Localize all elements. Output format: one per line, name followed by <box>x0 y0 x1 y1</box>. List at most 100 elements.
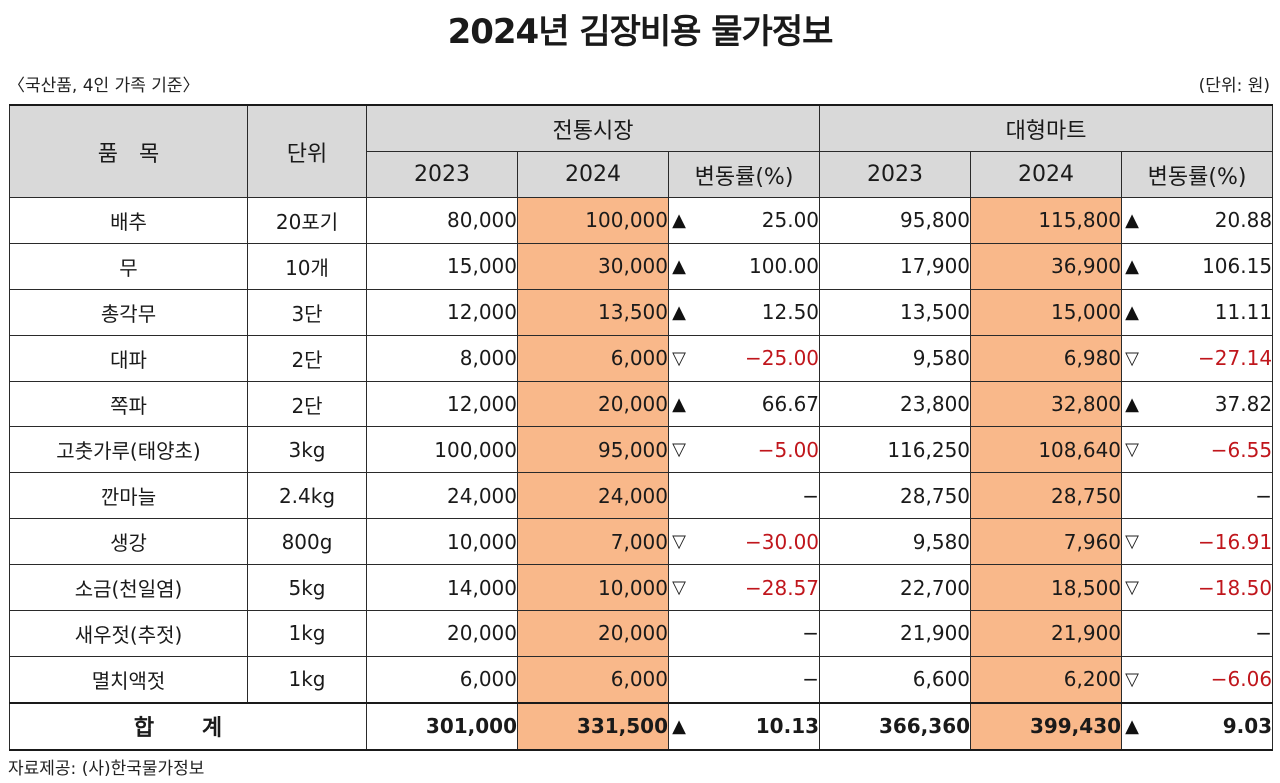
market-2023-price: 10,000 <box>366 518 518 566</box>
market-2024-price: 24,000 <box>517 472 669 520</box>
item-name: 소금(천일염) <box>9 564 248 612</box>
market-2023-price: 8,000 <box>366 334 518 382</box>
market-change-cell: ▽ −5.00 <box>667 426 821 474</box>
mart-2023-price: 13,500 <box>819 288 972 336</box>
market-2024-price: 100,000 <box>517 197 669 244</box>
market-change-value: − <box>802 621 820 646</box>
table-row: 생강 800g 10,000 7,000 ▽ −30.00 9,580 7,960 ▽ −16.9… <box>9 518 1274 566</box>
total-market-2024: 331,500 <box>517 701 669 751</box>
market-change-cell: ▲ 66.67 <box>667 380 821 428</box>
market-change-cell: ▲ 12.50 <box>667 288 821 336</box>
table-row: 쪽파 2단 12,000 20,000 ▲ 66.67 23,800 32,800 ▲ 37.82 <box>9 380 1274 428</box>
item-name: 생강 <box>9 518 248 566</box>
decrease-triangle-icon: ▽ <box>672 531 686 553</box>
market-2024-price: 95,000 <box>517 426 669 474</box>
mart-2023-price: 95,800 <box>819 197 972 244</box>
table-row: 대파 2단 8,000 6,000 ▽ −25.00 9,580 6,980 ▽ −27.14 <box>9 334 1274 382</box>
market-2023-price: 80,000 <box>366 197 518 244</box>
item-name: 쪽파 <box>9 380 248 428</box>
mart-2024-price: 115,800 <box>970 197 1123 244</box>
market-2024-price: 20,000 <box>517 380 669 428</box>
item-unit: 1kg <box>247 610 367 657</box>
item-name: 고춧가루(태양초) <box>9 426 248 474</box>
item-name: 무 <box>9 242 248 290</box>
mart-2024-price: 108,640 <box>970 426 1123 474</box>
item-name: 배추 <box>9 197 248 244</box>
mart-2024-price: 7,960 <box>970 518 1123 566</box>
total-mart-2024: 399,430 <box>970 701 1123 751</box>
mart-2024-price: 18,500 <box>970 564 1123 612</box>
table-row: 총각무 3단 12,000 13,500 ▲ 12.50 13,500 15,000 ▲ 11.1… <box>9 288 1274 336</box>
total-market-2023: 301,000 <box>366 701 518 751</box>
total-row: 합 계 301,000 331,500 ▲ 10.13 366,360 399,430 ▲ 9.… <box>9 701 1274 751</box>
market-change-cell: − <box>667 472 821 520</box>
decrease-triangle-icon: ▽ <box>1125 577 1139 599</box>
market-2023-price: 100,000 <box>366 426 518 474</box>
market-2024-price: 6,000 <box>517 334 669 382</box>
item-name: 총각무 <box>9 288 248 336</box>
header-market-2024: 2024 <box>517 151 669 198</box>
mart-2023-price: 9,580 <box>819 518 972 566</box>
table-row: 소금(천일염) 5kg 14,000 10,000 ▽ −28.57 22,700 18,50… <box>9 564 1274 612</box>
market-change-value: 25.00 <box>761 208 820 233</box>
item-unit: 800g <box>247 518 367 566</box>
item-unit: 2.4kg <box>247 472 367 520</box>
market-change-value: −25.00 <box>745 346 820 371</box>
item-name: 깐마늘 <box>9 472 248 520</box>
market-change-cell: ▲ 25.00 <box>667 197 821 244</box>
total-mart-2023: 366,360 <box>819 701 972 751</box>
decrease-triangle-icon: ▽ <box>1125 668 1139 690</box>
mart-2023-price: 116,250 <box>819 426 972 474</box>
header-mart-change: 변동률(%) <box>1121 151 1274 198</box>
mart-change-cell: ▽ −18.50 <box>1121 564 1274 612</box>
decrease-triangle-icon: ▽ <box>1125 439 1139 461</box>
market-change-value: −5.00 <box>757 437 820 462</box>
mart-2024-price: 36,900 <box>970 242 1123 290</box>
item-unit: 3단 <box>247 288 367 336</box>
market-2024-price: 20,000 <box>517 610 669 657</box>
market-2023-price: 24,000 <box>366 472 518 520</box>
increase-triangle-icon: ▲ <box>672 209 686 231</box>
market-change-value: −28.57 <box>745 575 820 600</box>
table-row: 깐마늘 2.4kg 24,000 24,000−28,750 28,750− <box>9 472 1274 520</box>
table-row: 배추 20포기 80,000 100,000 ▲ 25.00 95,800 115,800 ▲ 2… <box>9 197 1274 244</box>
decrease-triangle-icon: ▽ <box>672 577 686 599</box>
market-change-cell: ▽ −25.00 <box>667 334 821 382</box>
market-2024-price: 6,000 <box>517 655 669 704</box>
increase-triangle-icon: ▲ <box>672 393 686 415</box>
total-label: 합 계 <box>9 701 367 751</box>
item-unit: 1kg <box>247 655 367 704</box>
mart-2024-price: 6,200 <box>970 655 1123 704</box>
header-mart-2023: 2023 <box>819 151 972 198</box>
item-unit: 3kg <box>247 426 367 474</box>
mart-2023-price: 17,900 <box>819 242 972 290</box>
mart-2023-price: 9,580 <box>819 334 972 382</box>
market-2023-price: 20,000 <box>366 610 518 657</box>
item-name: 대파 <box>9 334 248 382</box>
item-unit: 2단 <box>247 334 367 382</box>
table-body: 배추 20포기 80,000 100,000 ▲ 25.00 95,800 115,800 ▲ 2… <box>9 197 1274 751</box>
market-2024-price: 7,000 <box>517 518 669 566</box>
market-2023-price: 12,000 <box>366 380 518 428</box>
mart-change-cell: ▽ −6.55 <box>1121 426 1274 474</box>
total-mart-change-cell: ▲ 9.03 <box>1121 701 1274 751</box>
page-title: 2024년 김장비용 물가정보 <box>447 12 834 52</box>
table-row: 고춧가루(태양초) 3kg 100,000 95,000 ▽ −5.00 116,250 10… <box>9 426 1274 474</box>
item-name: 새우젓(추젓) <box>9 610 248 657</box>
header-unit: 단위 <box>247 104 367 198</box>
mart-change-value: − <box>1255 483 1273 508</box>
item-unit: 20포기 <box>247 197 367 244</box>
increase-triangle-icon: ▲ <box>1125 393 1139 415</box>
increase-triangle-icon: ▲ <box>672 715 686 737</box>
mart-change-cell: − <box>1121 472 1274 520</box>
market-2023-price: 12,000 <box>366 288 518 336</box>
mart-2024-price: 6,980 <box>970 334 1123 382</box>
mart-2024-price: 32,800 <box>970 380 1123 428</box>
market-change-value: 66.67 <box>761 392 820 416</box>
market-change-value: 100.00 <box>749 254 820 279</box>
market-2024-price: 13,500 <box>517 288 669 336</box>
header-traditional-market: 전통시장 <box>365 104 821 152</box>
mart-change-value: −16.91 <box>1198 529 1273 554</box>
mart-change-cell: ▽ −16.91 <box>1121 518 1274 566</box>
item-unit: 10개 <box>247 242 367 290</box>
